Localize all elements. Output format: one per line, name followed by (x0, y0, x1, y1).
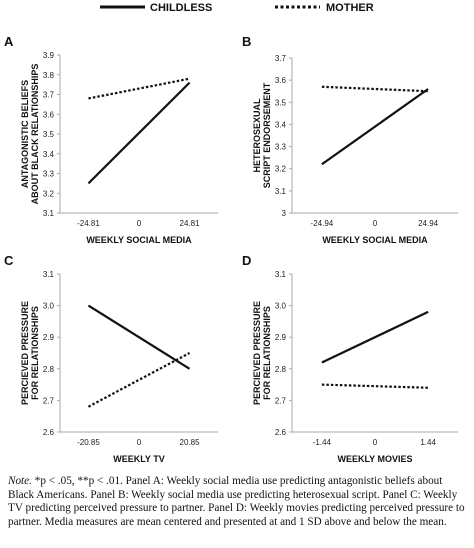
legend-childless-label: CHILDLESS (150, 2, 212, 14)
series-line-mother (87, 352, 191, 408)
y-axis-title-line: HETEROSEXUAL (252, 98, 262, 173)
panel-d: D 2.6 2.7 2.8 2.9 3.0 3.1 -1.44 0 1.44 WEEKLY MOVI… (242, 253, 458, 464)
panel-c: C 2.6 2.7 2.8 2.9 3.0 3.1 -20.85 0 20.85 WEEKLY TV… (4, 253, 218, 464)
y-axis-title-line: PERCIEVED PRESSURE (252, 301, 262, 405)
x-tick-label: -24.81 (77, 219, 100, 228)
x-axis-title: WEEKLY SOCIAL MEDIA (86, 235, 192, 245)
x-tick-label: 24.81 (180, 219, 201, 228)
x-axis-title: WEEKLY TV (113, 454, 165, 464)
y-tick-label: 3.1 (43, 270, 55, 279)
x-tick-label: 0 (137, 438, 142, 447)
panel-a: A 3.1 3.2 3.3 3.4 3.5 3.6 3.7 3.8 3.9 -24.81 0 24.81… (4, 34, 218, 245)
series-line-childless (87, 81, 191, 185)
y-tick-label: 2.7 (275, 396, 287, 405)
y-tick-label: 3.4 (43, 150, 55, 159)
y-tick-label: 3.2 (43, 189, 55, 198)
y-tick-label: 2.6 (275, 428, 287, 437)
x-tick-label: 0 (373, 219, 378, 228)
y-axis-title-line: FOR RELATIONSHIPS (262, 306, 272, 400)
y-tick-label: 3.3 (43, 170, 55, 179)
panel-letter: B (242, 34, 251, 49)
panel-letter: A (4, 34, 14, 49)
series-line-childless (321, 310, 429, 364)
y-tick-label: 3.9 (43, 51, 55, 60)
panels: A 3.1 3.2 3.3 3.4 3.5 3.6 3.7 3.8 3.9 -24.81 0 24.81… (4, 34, 458, 464)
y-tick-label: 3.2 (275, 165, 287, 174)
legend-mother-label: MOTHER (326, 2, 374, 14)
y-tick-label: 3.6 (43, 110, 55, 119)
y-tick-label: 3.6 (275, 76, 287, 85)
figure-note: Note. *p < .05, **p < .01. Panel A: Week… (8, 475, 470, 529)
y-tick-label: 3.5 (275, 98, 287, 107)
y-tick-label: 2.9 (43, 333, 55, 342)
y-tick-label: 3.1 (275, 270, 287, 279)
y-axis-title: PERCIEVED PRESSUREFOR RELATIONSHIPS (252, 301, 272, 405)
x-tick-label: -24.94 (311, 219, 334, 228)
y-axis-title: PERCIEVED PRESSUREFOR RELATIONSHIPS (20, 301, 40, 405)
x-tick-label: 0 (373, 438, 378, 447)
series-line-mother (321, 85, 429, 93)
y-tick-label: 3.3 (275, 143, 287, 152)
x-tick-label: 1.44 (420, 438, 436, 447)
y-axis-title-line: PERCIEVED PRESSURE (20, 301, 30, 405)
y-axis-title-line: ABOUT BLACK RELATIONSHIPS (30, 64, 40, 205)
x-axis-title: WEEKLY MOVIES (337, 454, 412, 464)
y-tick-label: 3.0 (275, 302, 287, 311)
y-tick-label: 3.1 (43, 209, 55, 218)
x-tick-label: -20.85 (77, 438, 100, 447)
y-tick-label: 3 (282, 209, 287, 218)
y-axis-title-line: ANTAGONISTIC BELIEFS (20, 80, 30, 188)
x-tick-label: 0 (137, 219, 142, 228)
y-axis-title: ANTAGONISTIC BELIEFSABOUT BLACK RELATION… (20, 64, 40, 205)
y-tick-label: 2.6 (43, 428, 55, 437)
panel-letter: C (4, 253, 14, 268)
note-body: Panel A: Weekly social media use predict… (8, 475, 465, 528)
y-tick-label: 2.9 (275, 333, 287, 342)
x-axis-title: WEEKLY SOCIAL MEDIA (322, 235, 428, 245)
x-tick-label: 20.85 (180, 438, 201, 447)
y-tick-label: 2.8 (43, 365, 55, 374)
y-tick-label: 3.5 (43, 130, 55, 139)
y-tick-label: 3.8 (43, 71, 55, 80)
x-tick-label: -1.44 (313, 438, 332, 447)
y-tick-label: 2.7 (43, 396, 55, 405)
y-axis-title-line: SCRIPT ENDORSEMENT (262, 82, 272, 188)
y-axis-title-line: FOR RELATIONSHIPS (30, 306, 40, 400)
note-lead: Note. (8, 475, 32, 487)
y-tick-label: 3.7 (275, 54, 287, 63)
panel-letter: D (242, 253, 251, 268)
series-line-mother (88, 77, 190, 100)
figure: CHILDLESS MOTHER A 3.1 3.2 3.3 3.4 3.5 3.6 3.7 3… (4, 2, 458, 464)
y-tick-label: 2.8 (275, 365, 287, 374)
y-tick-label: 3.7 (43, 91, 55, 100)
note-significance: *p < .05, **p < .01. (34, 475, 123, 487)
series-line-childless (321, 88, 429, 166)
series-line-mother (321, 383, 429, 389)
y-tick-label: 3.4 (275, 120, 287, 129)
y-tick-label: 3.1 (275, 187, 287, 196)
x-tick-label: 24.94 (418, 219, 439, 228)
series-line-childless (87, 304, 191, 370)
y-axis-title: HETEROSEXUALSCRIPT ENDORSEMENT (252, 82, 272, 188)
legend: CHILDLESS MOTHER (100, 2, 374, 14)
panel-b: B 3 3.1 3.2 3.3 3.4 3.5 3.6 3.7 -24.94 0 24.94 WEEKL… (242, 34, 458, 245)
y-tick-label: 3.0 (43, 302, 55, 311)
